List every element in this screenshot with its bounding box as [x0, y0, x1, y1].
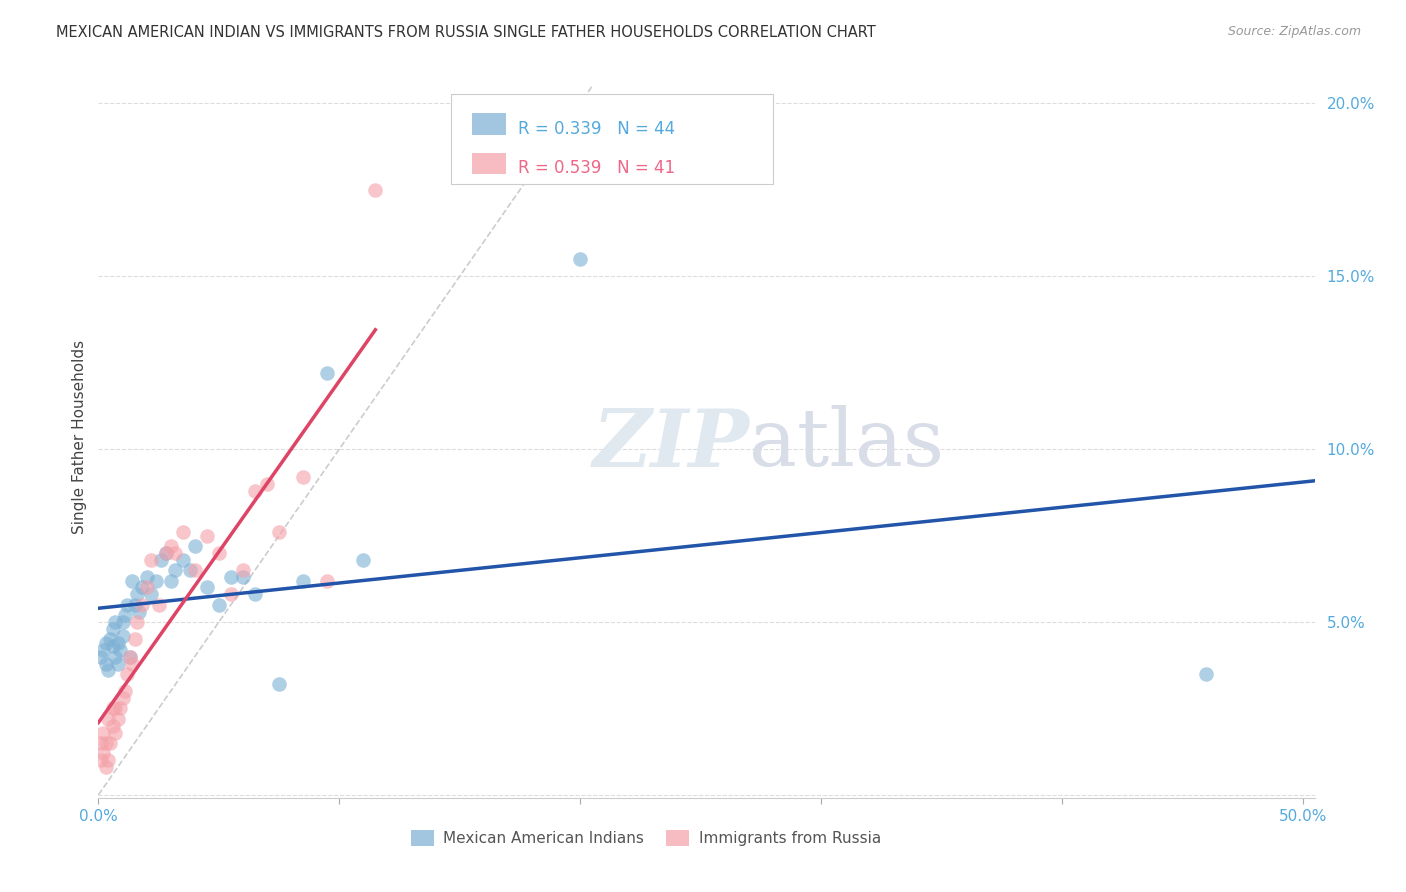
Point: [111, 615, 134, 629]
Point: [121, 657, 143, 671]
Point: [243, 483, 266, 498]
Point: [94, 636, 117, 650]
Point: [172, 525, 194, 540]
Point: [208, 546, 231, 560]
Point: [104, 615, 127, 629]
Point: [243, 587, 266, 601]
Point: [124, 632, 146, 647]
Point: [141, 587, 163, 601]
Text: MEXICAN AMERICAN INDIAN VS IMMIGRANTS FROM RUSSIA SINGLE FATHER HOUSEHOLDS CORRE: MEXICAN AMERICAN INDIAN VS IMMIGRANTS FR…: [56, 25, 876, 40]
Text: R = 0.339   N = 44: R = 0.339 N = 44: [517, 120, 675, 137]
Point: [91, 642, 114, 657]
Point: [100, 632, 122, 647]
Point: [104, 649, 127, 664]
Point: [128, 605, 150, 619]
Point: [101, 719, 124, 733]
Point: [292, 574, 315, 588]
Point: [108, 701, 131, 715]
Point: [124, 598, 146, 612]
Point: [94, 736, 117, 750]
Point: [111, 691, 134, 706]
Point: [100, 736, 122, 750]
Point: [184, 539, 207, 553]
Point: [101, 639, 124, 653]
Point: [108, 642, 131, 657]
Point: [94, 760, 117, 774]
Point: [165, 546, 187, 560]
Point: [104, 701, 127, 715]
Point: [107, 712, 129, 726]
Point: [141, 553, 163, 567]
Point: [316, 366, 339, 380]
Point: [155, 546, 177, 560]
Point: [90, 753, 112, 767]
Text: ZIP: ZIP: [592, 406, 749, 483]
Point: [208, 598, 231, 612]
Point: [569, 252, 592, 266]
Point: [135, 570, 157, 584]
Point: [232, 570, 254, 584]
Point: [131, 581, 153, 595]
Point: [256, 476, 278, 491]
Point: [90, 649, 112, 664]
Point: [219, 570, 242, 584]
Point: [145, 574, 167, 588]
Point: [267, 677, 290, 691]
Point: [364, 183, 387, 197]
Point: [165, 563, 187, 577]
Point: [292, 470, 315, 484]
Point: [90, 736, 112, 750]
FancyBboxPatch shape: [472, 153, 506, 174]
Point: [111, 629, 134, 643]
Point: [150, 553, 173, 567]
Point: [91, 725, 114, 739]
Text: R = 0.539   N = 41: R = 0.539 N = 41: [517, 159, 675, 178]
Point: [97, 664, 120, 678]
Point: [148, 598, 170, 612]
Point: [97, 712, 120, 726]
Point: [94, 657, 117, 671]
Point: [114, 608, 136, 623]
Point: [97, 753, 120, 767]
FancyBboxPatch shape: [451, 94, 773, 185]
Point: [195, 528, 218, 542]
FancyBboxPatch shape: [472, 113, 506, 135]
Point: [195, 581, 218, 595]
Text: Source: ZipAtlas.com: Source: ZipAtlas.com: [1227, 25, 1361, 38]
Point: [114, 684, 136, 698]
Point: [135, 581, 157, 595]
Point: [159, 539, 181, 553]
Point: [316, 574, 339, 588]
Point: [219, 587, 242, 601]
Point: [184, 563, 207, 577]
Point: [232, 563, 254, 577]
Point: [125, 587, 148, 601]
Point: [91, 747, 114, 761]
Point: [107, 657, 129, 671]
Legend: Mexican American Indians, Immigrants from Russia: Mexican American Indians, Immigrants fro…: [405, 824, 887, 852]
Point: [104, 725, 127, 739]
Point: [117, 598, 139, 612]
Point: [101, 701, 124, 715]
Point: [172, 553, 194, 567]
Point: [267, 525, 290, 540]
Text: atlas: atlas: [749, 405, 945, 483]
Point: [352, 553, 374, 567]
Point: [159, 574, 181, 588]
Point: [155, 546, 177, 560]
Point: [121, 574, 143, 588]
Point: [125, 615, 148, 629]
Point: [118, 649, 141, 664]
Point: [117, 666, 139, 681]
Point: [107, 636, 129, 650]
Point: [118, 649, 141, 664]
Point: [1195, 666, 1218, 681]
Y-axis label: Single Father Households: Single Father Households: [72, 340, 87, 534]
Point: [101, 622, 124, 636]
Point: [179, 563, 201, 577]
Point: [131, 598, 153, 612]
